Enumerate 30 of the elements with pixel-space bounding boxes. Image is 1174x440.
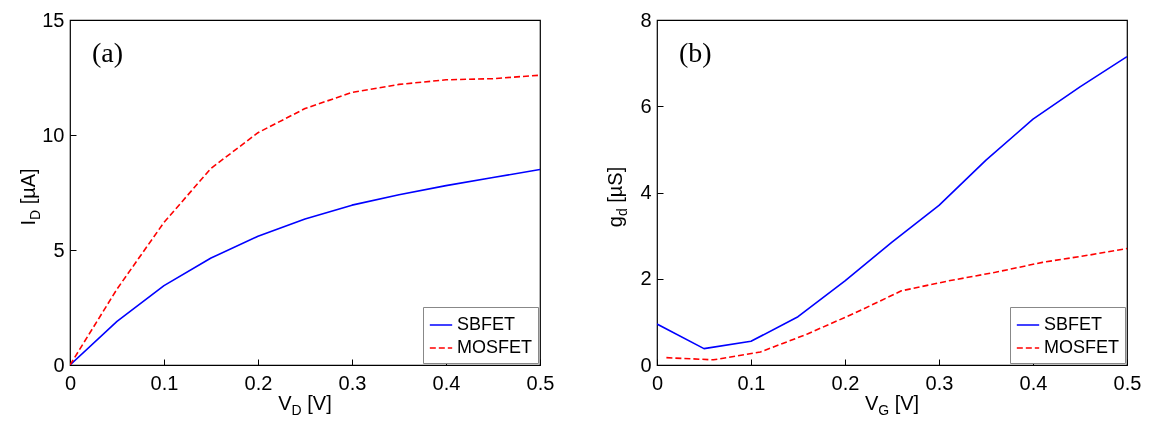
x-tick-label: 0.1 (737, 371, 766, 394)
annotation: (a) (92, 37, 124, 68)
legend-label: MOSFET (1044, 337, 1119, 357)
x-tick-label: 0.2 (831, 371, 860, 394)
y-tick-label: 4 (640, 181, 652, 203)
y-tick-label: 8 (640, 8, 652, 31)
legend-label: SBFET (1044, 314, 1103, 334)
x-tick-label: 0.5 (526, 371, 555, 394)
y-tick-label: 15 (42, 8, 65, 31)
y-tick-label: 0 (53, 353, 65, 376)
x-tick-label: 0.5 (1113, 371, 1142, 394)
x-axis-title: V$_{D}$ [V] (277, 392, 333, 418)
y-tick-label: 0 (640, 353, 652, 376)
x-tick-label: 0.1 (150, 371, 179, 394)
x-tick-label: 0.3 (925, 371, 954, 394)
x-tick-label: 0.2 (244, 371, 273, 394)
x-tick-label: 0.3 (338, 371, 367, 394)
x-tick-label: 0.4 (432, 371, 461, 394)
annotation: (b) (679, 37, 712, 68)
y-tick-label: 6 (640, 94, 652, 117)
legend-label: MOSFET (457, 337, 532, 357)
x-axis-title: V$_{G}$ [V] (863, 392, 921, 418)
line-series (665, 247, 1127, 361)
legend-label: SBFET (457, 314, 516, 334)
x-tick-label: 0.4 (1019, 371, 1048, 394)
y-tick-label: 10 (42, 123, 65, 146)
line-series (70, 74, 540, 365)
y-tick-label: 2 (640, 267, 652, 290)
y-tick-label: 5 (53, 238, 65, 261)
line-series (70, 168, 540, 365)
